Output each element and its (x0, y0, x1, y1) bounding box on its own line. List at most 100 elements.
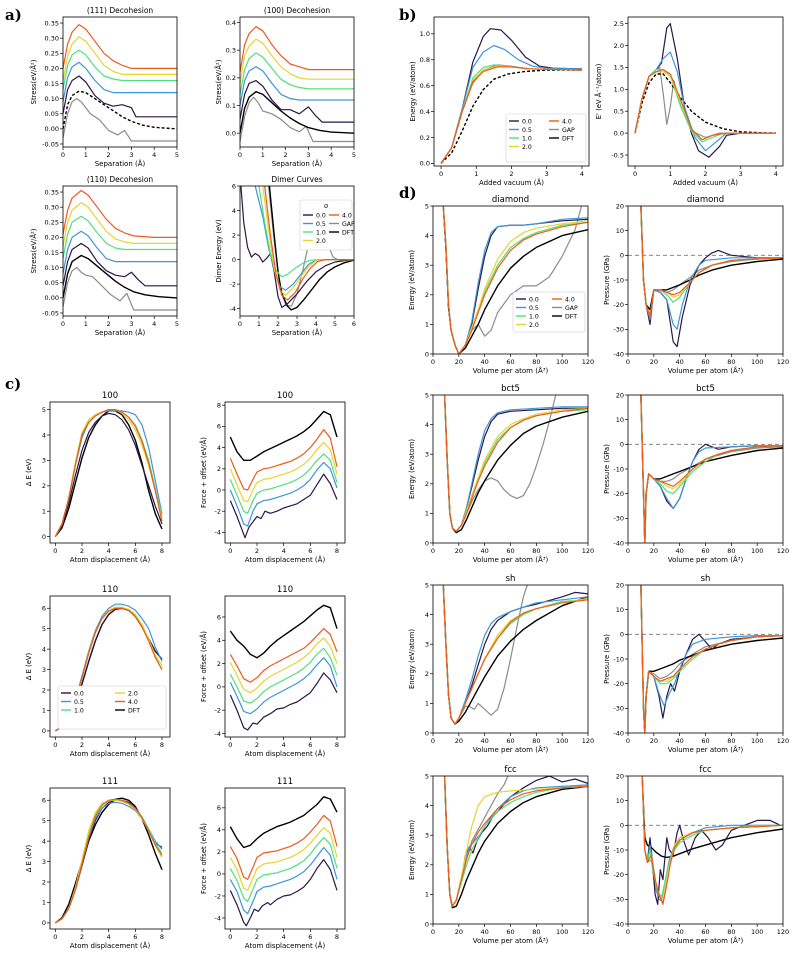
y-tick-label: 0.20 (45, 65, 59, 73)
panel-label-b: b) (399, 6, 417, 24)
x-tick-label: 2 (80, 547, 84, 555)
x-tick-label: 1 (257, 320, 261, 328)
series-line-4.0 (444, 395, 588, 532)
series-line-1.0 (54, 409, 163, 537)
legend-label-4.0: 4.0 (562, 118, 572, 125)
series-line-DFT (640, 206, 783, 311)
x-tick-label: 3 (545, 170, 549, 178)
y-tick-label: 0 (620, 822, 624, 830)
chart-title: 110 (277, 585, 293, 595)
y-tick-label: -4 (215, 914, 221, 922)
x-tick-label: 100 (556, 547, 568, 555)
chart-title: diamond (492, 195, 529, 205)
x-tick-label: 0 (626, 928, 630, 936)
y-tick-label: 5 (425, 772, 429, 780)
y-axis-label: Dimer Energy (eV) (215, 219, 223, 282)
x-tick-label: 5 (352, 151, 356, 159)
series-line-4.0 (54, 409, 163, 537)
x-tick-label: 20 (455, 547, 463, 555)
y-tick-label: 1.5 (614, 64, 624, 72)
y-tick-label: 1 (425, 700, 429, 708)
y-tick-label: 4 (42, 431, 46, 439)
y-tick-label: 20 (616, 202, 624, 210)
series-line-4.0 (240, 26, 354, 73)
y-tick-label: 1 (425, 321, 429, 329)
series-line-0.0 (641, 776, 781, 905)
x-tick-label: 3 (295, 320, 299, 328)
plot-frame (627, 584, 784, 734)
x-tick-label: 8 (160, 547, 164, 555)
x-tick-label: 0 (431, 547, 435, 555)
y-tick-label: 6 (217, 613, 221, 621)
y-tick-label: 1 (42, 707, 46, 715)
x-axis-label: Volume per atom (Å³) (473, 936, 549, 945)
x-tick-label: 80 (727, 737, 735, 745)
series-line-GAP (63, 97, 177, 142)
y-tick-label: 2 (425, 480, 429, 488)
series-line-0.0 (63, 75, 177, 118)
x-axis-label: Separation (Å) (272, 328, 323, 337)
x-tick-label: 5 (175, 320, 179, 328)
x-tick-label: 8 (335, 933, 339, 941)
y-tick-label: 0 (232, 256, 236, 264)
y-tick-label: -4 (230, 305, 236, 313)
y-tick-label: 20 (616, 772, 624, 780)
series-line-1.0 (229, 647, 338, 704)
x-axis-label: Volume per atom (Å³) (473, 555, 549, 564)
legend-label-DFT: DFT (562, 135, 574, 142)
chart-title: 111 (277, 777, 293, 787)
y-axis-label: Δ E (eV) (25, 844, 33, 872)
y-axis-label: Δ E (eV) (25, 652, 33, 680)
chart-19: 0 20 40 60 80 100 120 -40 -30 -20 -10 0 10 20 fcc Volum… (603, 765, 789, 945)
y-tick-label: 10 (616, 227, 624, 235)
series-line-0.5 (229, 846, 338, 915)
legend-box (505, 113, 587, 163)
legend-label-4.0: 4.0 (565, 296, 575, 303)
series-line-2.0 (54, 799, 163, 924)
x-axis-label: Added vacuum (Å) (479, 178, 544, 187)
y-tick-label: 0 (425, 920, 429, 928)
y-tick-label: 20 (616, 391, 624, 399)
series-line-4.0 (640, 395, 783, 543)
x-tick-label: 1 (84, 320, 88, 328)
legend-box (57, 685, 167, 730)
y-tick-label: -20 (613, 490, 624, 498)
series-line-DFT (54, 410, 163, 538)
x-tick-label: 3 (739, 170, 743, 178)
y-tick-label: 0.25 (45, 219, 59, 227)
y-tick-label: 2 (217, 848, 221, 856)
x-tick-label: 120 (582, 358, 594, 366)
x-tick-label: 100 (751, 928, 763, 936)
chart-title: 100 (102, 391, 118, 401)
series-line-0.5 (640, 206, 783, 330)
chart-1: 0 1 2 3 4 5 0.0 0.1 0.2 0.3 0.4 (100) Decohesion Sep… (214, 6, 356, 168)
chart-5: 0 1 2 3 4 -0.5 0.0 0.5 1.0 1.5 2.0 2.5 Added vacuum … (594, 16, 784, 187)
plot-frame (627, 16, 784, 167)
y-tick-label: 0.8 (420, 56, 430, 64)
y-tick-label: 0.15 (45, 80, 59, 88)
y-tick-label: 0.10 (45, 264, 59, 272)
legend-label-0.0: 0.0 (74, 690, 84, 697)
x-tick-label: 4 (107, 933, 111, 941)
y-tick-label: 0.10 (45, 95, 59, 103)
y-tick-label: 1 (42, 508, 46, 516)
y-tick-label: 4 (42, 645, 46, 653)
y-tick-label: -10 (613, 655, 624, 663)
y-tick-label: -4 (215, 730, 221, 738)
x-tick-label: 60 (506, 737, 514, 745)
y-axis-label: Force + offset (eV/Å) (199, 631, 208, 702)
chart-18: 0 20 40 60 80 100 120 0 1 2 3 4 5 fcc Volume per atom … (408, 765, 594, 945)
x-axis-label: Added vacuum (Å) (673, 178, 738, 187)
series-line-0.0 (640, 395, 783, 543)
legend-label-GAP: GAP (562, 127, 575, 134)
x-tick-label: 20 (650, 737, 658, 745)
chart-title: sh (701, 574, 711, 584)
x-axis-label: Atom displacement (Å) (70, 555, 151, 564)
legend-label-0.0: 0.0 (316, 212, 326, 219)
x-tick-label: 0 (238, 320, 242, 328)
y-tick-label: 2 (425, 291, 429, 299)
chart-13: 0 20 40 60 80 100 120 -40 -30 -20 -10 0 10 20 diamond V… (603, 195, 789, 375)
y-axis-label: Pressure (GPa) (603, 634, 611, 684)
y-tick-label: 4 (232, 207, 236, 215)
